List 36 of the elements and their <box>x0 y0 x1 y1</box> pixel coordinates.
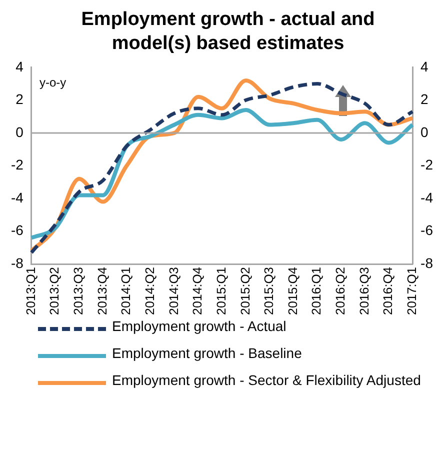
y-tick-label: -8 <box>10 254 24 271</box>
y-axis-title: y-o-y <box>39 76 66 90</box>
x-tick-label: 2015:Q1 <box>214 267 228 316</box>
y2-tick-label: -4 <box>420 189 434 206</box>
legend-label: Employment growth - Sector & Flexibility Adjusted <box>112 372 421 389</box>
y2-tick-label: 4 <box>420 58 429 74</box>
x-tick-label: 2015:Q2 <box>238 267 252 316</box>
y-tick-label: -6 <box>10 222 24 238</box>
x-tick-label: 2016:Q3 <box>357 267 372 316</box>
y-tick-label: -4 <box>10 189 24 206</box>
x-tick-label: 2013:Q2 <box>48 267 62 316</box>
x-tick-label: 2014:Q2 <box>142 267 157 316</box>
x-tick-label: 2013:Q4 <box>95 267 110 316</box>
legend-label: Employment growth - Baseline <box>112 345 302 362</box>
y-tick-label: 4 <box>16 58 24 74</box>
y-tick-label: -2 <box>10 156 24 173</box>
y2-tick-label: 0 <box>420 124 429 140</box>
legend-label: Employment growth - Actual <box>112 318 286 335</box>
y2-tick-label: -8 <box>420 254 434 271</box>
x-tick-label: 2015:Q3 <box>262 267 276 316</box>
x-tick-label: 2013:Q3 <box>72 267 86 316</box>
chart-title: Employment growth - actual and model(s) based estimates <box>80 8 376 56</box>
x-tick-label: 2015:Q4 <box>286 267 300 316</box>
x-tick-label: 2016:Q1 <box>310 267 324 316</box>
x-tick-label: 2016:Q2 <box>334 267 348 316</box>
x-tick-label: 2017:Q1 <box>405 267 420 316</box>
x-tick-label: 2016:Q4 <box>381 267 396 316</box>
y-tick-label: 2 <box>16 91 24 108</box>
x-tick-label: 2014:Q3 <box>166 267 181 316</box>
y2-tick-label: -6 <box>420 222 434 238</box>
x-tick-label: 2013:Q1 <box>24 267 38 316</box>
y-tick-label: 0 <box>16 124 24 140</box>
y2-tick-label: 2 <box>420 91 429 108</box>
x-tick-label: 2014:Q1 <box>119 267 134 316</box>
x-tick-label: 2014:Q4 <box>190 267 205 316</box>
y2-tick-label: -2 <box>420 156 434 173</box>
